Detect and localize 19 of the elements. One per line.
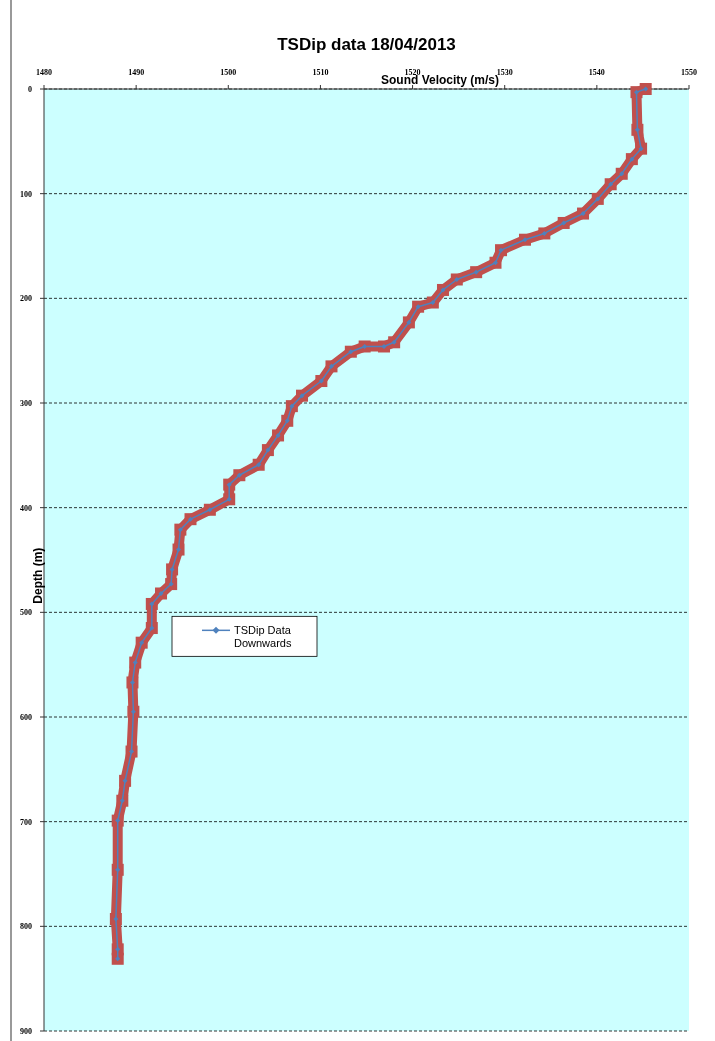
y-tick-label: 100 [20, 189, 32, 199]
x-tick-label: 1500 [220, 68, 237, 77]
y-tick-label: 400 [20, 503, 32, 513]
x-tick-label: 1510 [312, 68, 329, 77]
y-axis-title: Depth (m) [31, 547, 45, 604]
x-tick-label: 1540 [588, 68, 605, 77]
y-tick-label: 800 [20, 922, 32, 932]
y-tick-label: 700 [20, 817, 32, 827]
x-tick-label: 1490 [128, 68, 145, 77]
chart-title: TSDip data 18/04/2013 [277, 35, 456, 54]
y-tick-label: 300 [20, 399, 32, 408]
y-tick-label: 600 [20, 713, 32, 722]
y-tick-label: 0 [28, 85, 32, 94]
x-tick-label: 1550 [681, 68, 697, 77]
y-tick-label: 200 [20, 294, 32, 304]
x-tick-label: 1480 [36, 68, 52, 77]
y-tick-label: 900 [20, 1027, 32, 1036]
y-tick-label: 500 [20, 608, 32, 618]
legend-label: TSDip Data Downwards [234, 624, 292, 650]
